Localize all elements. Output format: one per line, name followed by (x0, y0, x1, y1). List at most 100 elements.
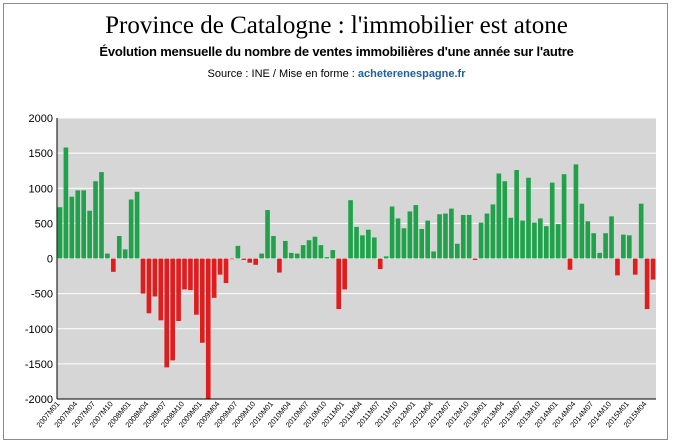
bar (543, 226, 549, 259)
bar (532, 222, 537, 259)
bar (371, 237, 377, 259)
bar (99, 172, 104, 259)
bar (318, 245, 324, 259)
y-tick-label: -1000 (25, 324, 53, 336)
source-link[interactable]: acheterenespagne.fr (357, 68, 466, 80)
bar (105, 253, 110, 259)
y-tick-label: 1000 (29, 183, 53, 195)
bar (484, 213, 490, 259)
bar (555, 224, 561, 259)
bar (526, 177, 531, 259)
bar (170, 258, 175, 361)
bar (597, 252, 602, 259)
source-text: Source : INE / Mise en forme : (207, 68, 358, 80)
bar (324, 257, 330, 259)
bar (81, 190, 87, 259)
bar (152, 258, 158, 297)
bar (538, 218, 543, 259)
bar (413, 205, 419, 259)
bar (354, 226, 359, 259)
bar (609, 216, 614, 259)
bar (478, 222, 484, 259)
bar (490, 204, 496, 259)
bar (164, 258, 170, 368)
bar (360, 235, 365, 259)
bar (176, 258, 181, 322)
bar (585, 221, 591, 259)
bar (650, 258, 656, 280)
bar (579, 203, 585, 259)
bar (241, 258, 247, 260)
bar (111, 258, 116, 272)
bar (87, 210, 92, 259)
bar (229, 258, 235, 260)
bar (561, 174, 567, 259)
bar (514, 169, 519, 259)
bar (342, 258, 347, 290)
bar (383, 256, 389, 259)
bar (122, 249, 128, 259)
bar (496, 173, 502, 259)
bar (182, 258, 187, 290)
bar (437, 214, 442, 259)
bar (271, 236, 276, 259)
y-tick-label: 500 (35, 218, 53, 230)
bar (158, 258, 164, 321)
bar (300, 245, 306, 259)
bar (348, 200, 353, 259)
bar (283, 240, 288, 259)
bar (57, 207, 63, 259)
bar (632, 258, 638, 275)
bar (306, 240, 312, 259)
bar (460, 214, 466, 259)
bar (603, 233, 608, 259)
bar (223, 258, 229, 284)
bar (419, 229, 425, 259)
bar (395, 218, 401, 259)
bar (217, 258, 223, 275)
bar (312, 236, 318, 259)
bar (259, 253, 264, 259)
bar (75, 190, 81, 259)
bar (140, 258, 146, 294)
chart-title: Province de Catalogne : l'immobilier est… (105, 12, 568, 39)
bar (401, 228, 407, 259)
bar (455, 243, 460, 259)
bar (644, 258, 650, 310)
bar (449, 208, 454, 259)
bar (194, 258, 199, 315)
bar (425, 220, 430, 259)
bar (69, 196, 75, 259)
y-tick-label: -1500 (25, 359, 53, 371)
bar (549, 182, 555, 259)
bar (188, 258, 193, 291)
bar (431, 251, 436, 259)
bar (508, 217, 514, 259)
bar (134, 191, 140, 259)
bar (615, 258, 620, 276)
bar (235, 245, 241, 259)
bar (277, 258, 282, 273)
bar (146, 258, 152, 314)
bar (253, 258, 258, 265)
bar (265, 210, 270, 259)
y-tick-label: -500 (31, 289, 53, 301)
bar (116, 236, 122, 259)
bar (621, 234, 626, 259)
bar (63, 147, 69, 259)
y-tick-label: 1500 (29, 148, 53, 160)
bar (638, 203, 644, 259)
bar (247, 258, 253, 263)
bar (205, 258, 211, 399)
bar (502, 181, 508, 259)
bar (627, 235, 632, 259)
bar (591, 233, 597, 259)
bar (93, 181, 98, 259)
y-tick-label: 0 (47, 254, 53, 266)
y-tick-label: 2000 (29, 113, 53, 125)
bar (520, 220, 525, 259)
bar (443, 213, 448, 259)
chart-subtitle: Évolution mensuelle du nombre de ventes … (99, 44, 574, 59)
bar (288, 252, 294, 259)
